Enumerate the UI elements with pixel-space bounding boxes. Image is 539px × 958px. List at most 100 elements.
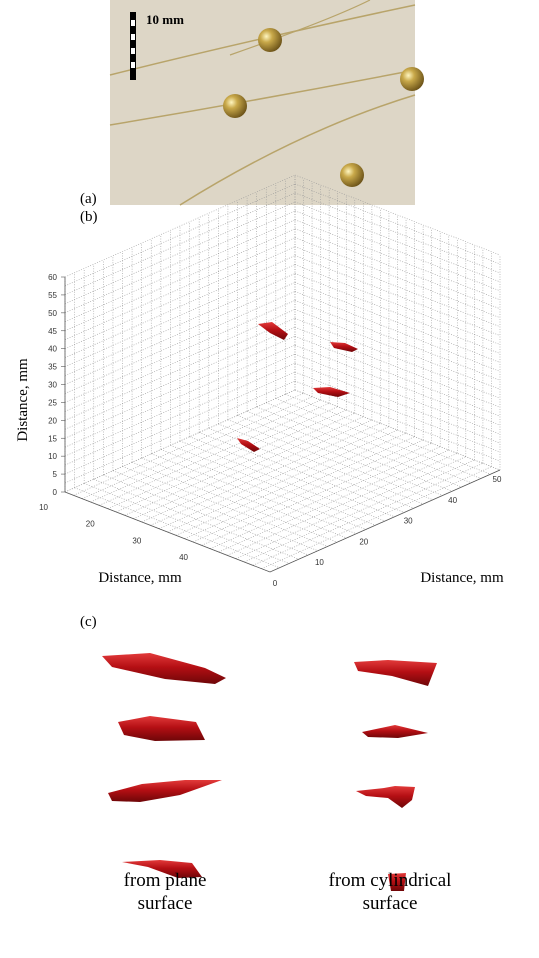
x-tick-label: 20	[86, 520, 95, 529]
scale-label: 10 mm	[146, 12, 184, 27]
z-tick-label: 55	[48, 291, 57, 300]
grid-line	[64, 183, 296, 287]
grid-line	[246, 410, 453, 492]
grid-line	[294, 335, 501, 417]
panel-label: (c)	[80, 614, 97, 630]
grid-line	[64, 228, 296, 332]
grid-line	[235, 456, 466, 559]
y-tick-label: 20	[359, 537, 368, 546]
grid-line	[285, 393, 491, 475]
grid-line	[294, 273, 501, 354]
grid-line	[256, 406, 462, 488]
z-tick-label: 25	[48, 398, 57, 407]
grid-line	[141, 457, 347, 539]
caption: surface	[363, 893, 418, 914]
grid-line	[294, 237, 501, 318]
grid	[61, 174, 501, 573]
grid-line	[227, 453, 458, 556]
grid-line	[64, 362, 296, 466]
grid-line	[64, 246, 296, 349]
grid-line	[208, 427, 414, 509]
grid-line	[93, 478, 299, 560]
grid-line	[199, 432, 405, 513]
grid-line	[151, 453, 357, 535]
caption: from cylindrical	[329, 870, 452, 891]
grid-line	[73, 393, 304, 496]
grid-line	[275, 398, 481, 479]
y-tick-label: 0	[273, 579, 278, 588]
grid-line	[184, 436, 415, 539]
grid-line	[64, 335, 296, 439]
panel-label: (a)	[80, 191, 97, 207]
axis-label: Distance, mm	[15, 358, 31, 442]
z-tick-label: 10	[48, 452, 57, 461]
y-tick-label: 50	[493, 475, 502, 484]
grid-line	[193, 439, 424, 543]
axis-line	[64, 469, 501, 573]
grid-line	[64, 219, 296, 323]
grid-line	[294, 210, 501, 292]
panel-label: (b)	[80, 209, 98, 225]
z-tick-label: 35	[48, 363, 57, 372]
grid-line	[64, 344, 296, 448]
x-tick-label: 40	[179, 553, 188, 562]
grid-line	[294, 255, 501, 336]
grid-line	[64, 192, 296, 296]
grid-line	[103, 474, 309, 556]
grid-line	[64, 318, 296, 421]
grid-line	[99, 403, 330, 506]
z-tick-label: 20	[48, 416, 57, 425]
z-tick-label: 30	[48, 381, 57, 390]
grid-line	[64, 174, 296, 278]
x-tick-label: 30	[132, 536, 141, 545]
grid-line	[210, 446, 441, 549]
grid-line	[261, 466, 492, 569]
grid-line	[64, 255, 296, 358]
grid-line	[266, 402, 472, 484]
y-tick-label: 10	[315, 558, 324, 567]
grid-line	[294, 192, 501, 274]
z-tick-label: 60	[48, 273, 57, 282]
grid-line	[64, 282, 296, 385]
grid-line	[64, 237, 296, 340]
blobs	[237, 322, 358, 452]
caption: surface	[138, 893, 193, 914]
grid-line	[64, 300, 296, 403]
y-tick-label: 40	[448, 496, 457, 505]
grid-line	[294, 300, 501, 381]
z-tick-label: 45	[48, 327, 57, 336]
grid-line	[64, 264, 296, 367]
grid-line	[252, 463, 484, 566]
axis-label: Distance, mm	[420, 570, 504, 586]
grid-line	[64, 380, 296, 484]
grid-line	[201, 443, 432, 546]
grid-line	[189, 436, 395, 518]
grid-line	[64, 210, 296, 314]
grid-line	[112, 470, 319, 552]
grid-line	[218, 449, 449, 553]
grid-line	[124, 413, 355, 516]
grid-line	[150, 423, 381, 526]
grid-line	[237, 415, 443, 496]
grid-line	[64, 273, 296, 376]
grid-line	[294, 228, 501, 310]
grid-line	[294, 318, 501, 399]
grid-line	[294, 389, 501, 471]
x-tick-label: 10	[39, 503, 48, 512]
z-tick-label: 50	[48, 309, 57, 318]
z-tick-label: 15	[48, 434, 57, 443]
grid-line	[294, 291, 501, 372]
grid-line	[294, 380, 501, 462]
shapes	[102, 653, 437, 891]
grid-line	[294, 183, 501, 265]
z-tick-label: 5	[53, 470, 58, 479]
z-tick-label: 0	[53, 488, 58, 497]
grid-line	[294, 201, 501, 283]
grid-line	[64, 201, 296, 305]
z-tick-label: 40	[48, 345, 57, 354]
y-tick-label: 30	[404, 517, 413, 526]
photo	[109, 0, 424, 206]
grid-line	[160, 449, 366, 530]
grid-line	[294, 174, 501, 256]
